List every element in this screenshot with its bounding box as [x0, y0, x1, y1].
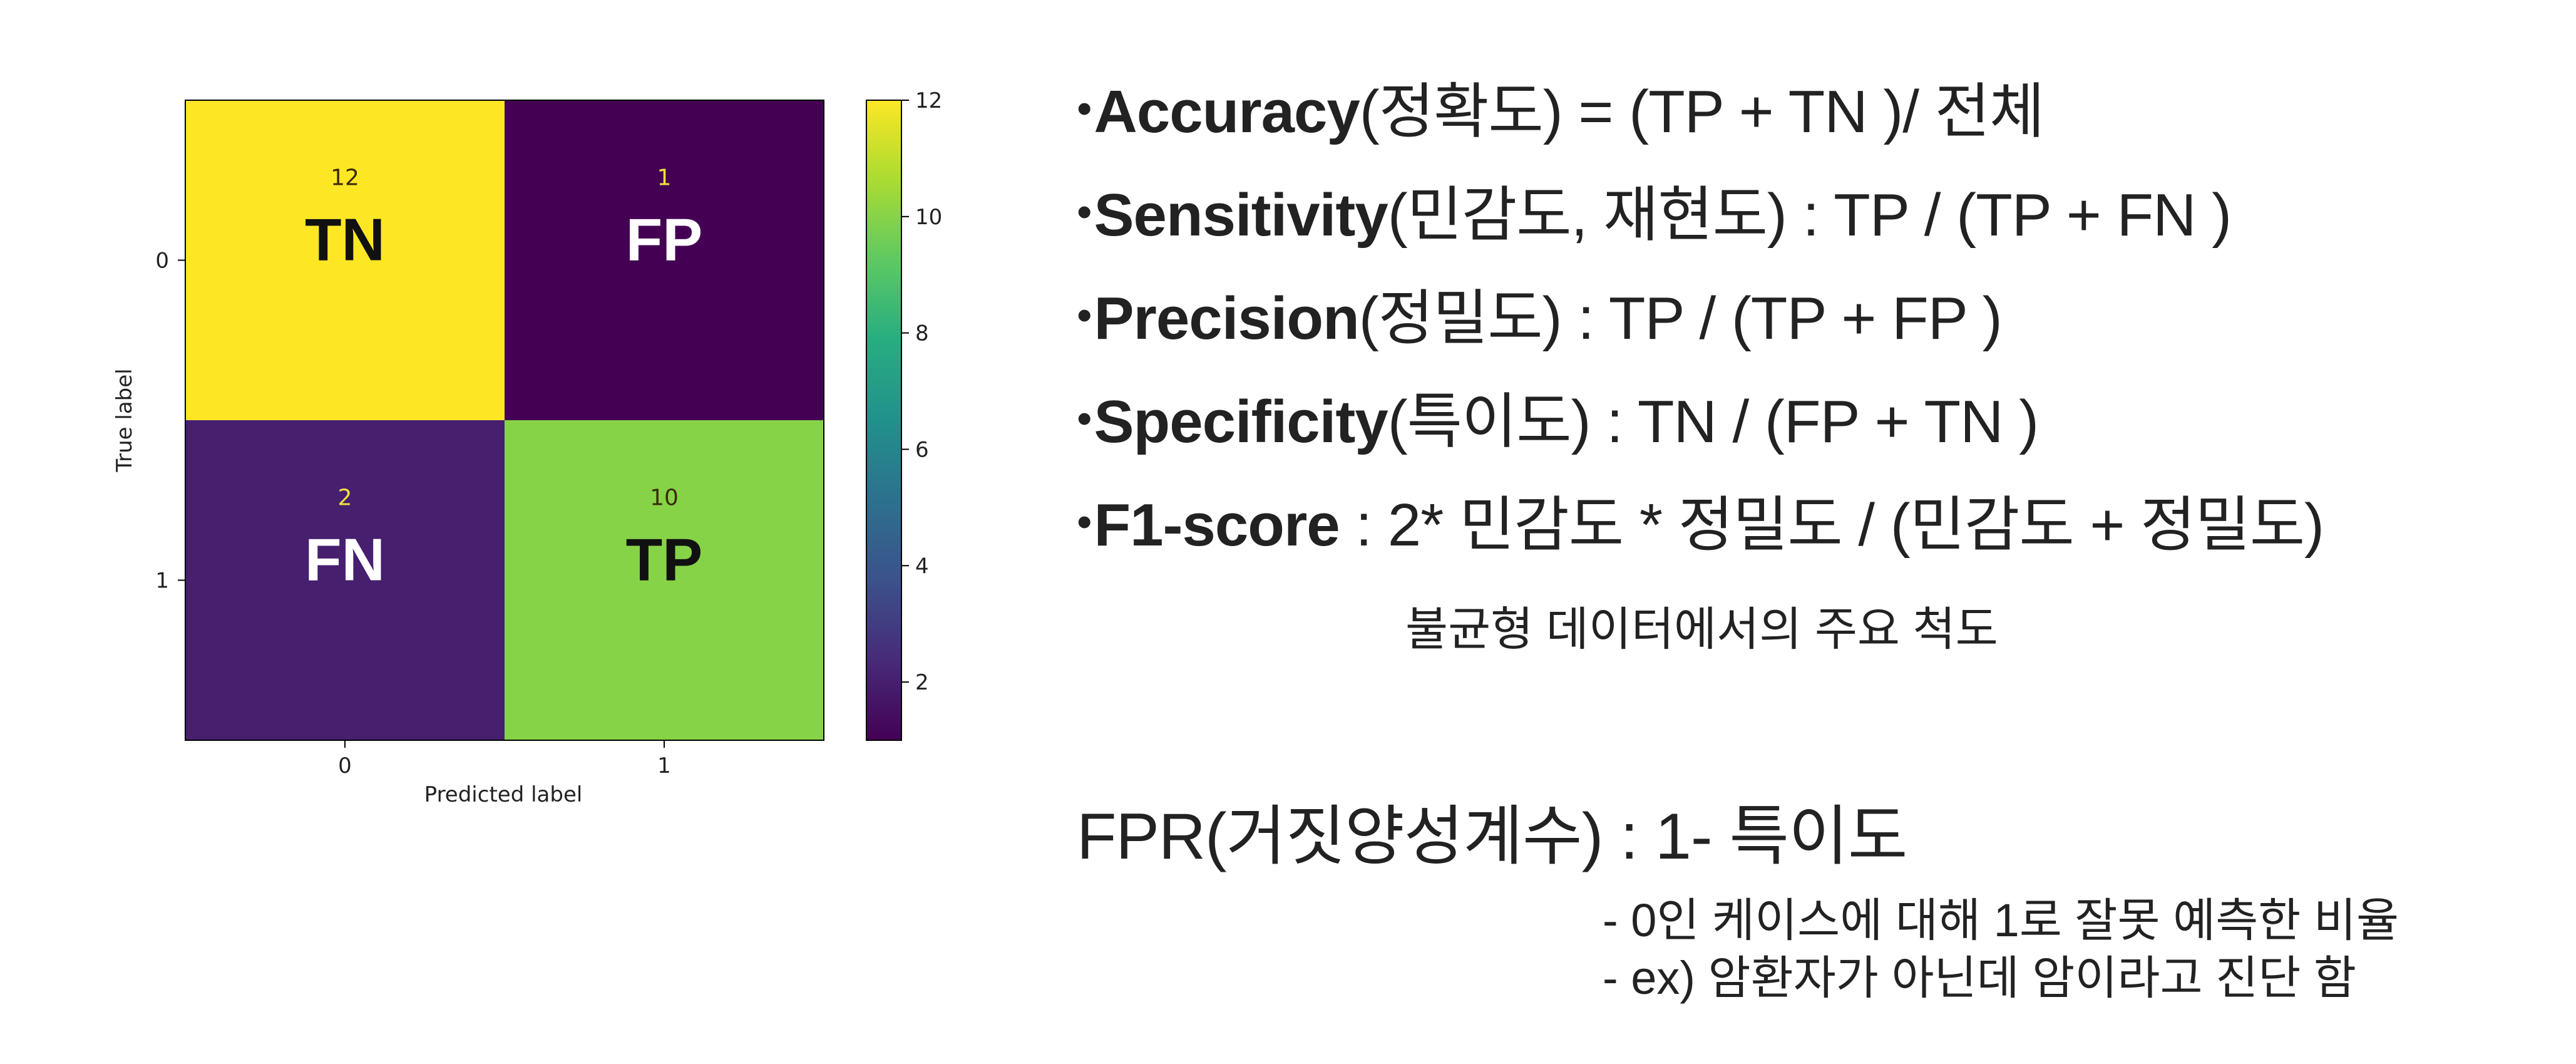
y-tick-label: 1: [155, 569, 169, 594]
colorbar-tick-label: 4: [915, 554, 929, 579]
metric-formula: (민감도, 재현도) : TP / (TP + FN ): [1387, 182, 2232, 249]
metric-formula: (정밀도) : TP / (TP + FP ): [1358, 285, 2003, 352]
metric-accuracy: •Accuracy(정확도) = (TP + TN )/ 전체: [1077, 63, 2045, 150]
colorbar-tick-label: 8: [915, 321, 929, 346]
metric-name: Precision: [1094, 285, 1360, 352]
colorbar-tick-label: 10: [915, 205, 942, 230]
fpr-note: - ex) 암환자가 아닌데 암이라고 진단 함: [1603, 952, 2356, 1004]
y-axis-title: True label: [112, 368, 137, 472]
bullet-icon: •: [1077, 497, 1092, 546]
cell-value-label: 1: [657, 165, 672, 190]
cell-category-label: FN: [305, 527, 385, 594]
metric-name: Specificity: [1094, 388, 1388, 455]
y-tick-label: 0: [155, 249, 169, 274]
colorbar-tick-label: 6: [915, 437, 929, 462]
metric-sensitivity: •Sensitivity(민감도, 재현도) : TP / (TP + FN ): [1077, 166, 2232, 253]
cell-value-label: 2: [338, 485, 352, 510]
cell-category-label: FP: [626, 207, 703, 274]
metric-formula: : 2* 민감도 * 정밀도 / (민감도 + 정밀도): [1339, 492, 2324, 559]
fpr-note: - 0인 케이스에 대해 1로 잘못 예측한 비율: [1603, 894, 2399, 946]
matrix-cell: [505, 420, 824, 740]
x-axis-title: Predicted label: [424, 782, 583, 807]
metric-name: Sensitivity: [1094, 182, 1388, 249]
cell-category-label: TN: [305, 207, 385, 274]
cell-category-label: TP: [626, 527, 703, 594]
colorbar-tick-label: 12: [915, 88, 942, 113]
metric-specificity: •Specificity(특이도) : TN / (FP + TN ): [1077, 373, 2039, 460]
x-tick-label: 1: [657, 753, 671, 778]
bullet-icon: •: [1077, 291, 1092, 339]
colorbar: [866, 100, 902, 741]
matrix-cell: [185, 420, 505, 740]
metric-f1-score: •F1-score : 2* 민감도 * 정밀도 / (민감도 + 정밀도): [1077, 476, 2324, 563]
imbalanced-data-note: 불균형 데이터에서의 주요 척도: [1405, 603, 1998, 655]
colorbar-tick-label: 2: [915, 670, 929, 695]
metric-name: Accuracy: [1094, 78, 1360, 145]
metric-formula: (정확도) = (TP + TN )/ 전체: [1359, 78, 2045, 145]
metric-name: F1-score: [1094, 492, 1340, 559]
metric-formula: (특이도) : TN / (FP + TN ): [1387, 388, 2039, 455]
metric-precision: •Precision(정밀도) : TP / (TP + FP ): [1077, 269, 2003, 356]
bullet-icon: •: [1077, 394, 1092, 443]
bullet-icon: •: [1077, 187, 1092, 236]
matrix-cell: [505, 100, 824, 420]
cell-value-label: 12: [331, 165, 359, 190]
matrix-cell: [185, 100, 505, 420]
cell-value-label: 10: [650, 485, 679, 510]
bullet-icon: •: [1077, 84, 1092, 133]
x-tick-label: 0: [338, 753, 352, 778]
fpr-title: FPR(거짓양성계수) : 1- 특이도: [1077, 800, 1907, 873]
plot-frame: [185, 100, 824, 741]
